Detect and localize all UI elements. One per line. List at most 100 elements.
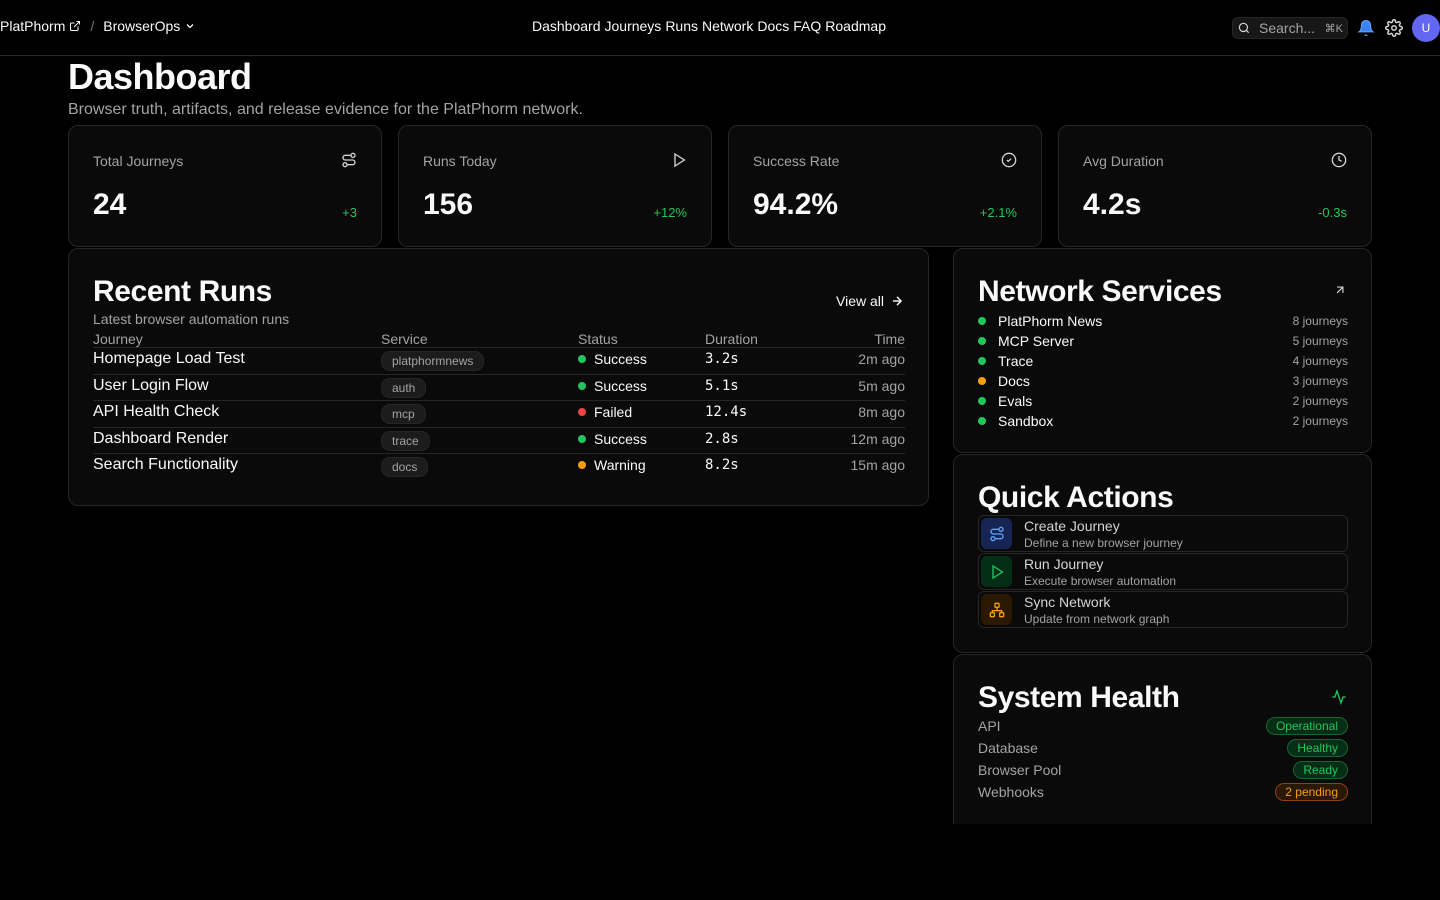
status-dot	[578, 381, 586, 390]
nav-dashboard[interactable]: Dashboard	[532, 18, 601, 34]
section-subtitle: Latest browser automation runs	[93, 311, 290, 327]
journey-name[interactable]: Dashboard Render	[93, 429, 229, 447]
status-dot	[978, 397, 986, 405]
create-journey-button[interactable]: Create Journey Define a new browser jour…	[978, 515, 1348, 552]
table-row[interactable]: User Login Flow auth Success 5.1s 5m ago	[93, 375, 905, 401]
run-journey-button[interactable]: Run Journey Execute browser automation	[978, 553, 1348, 590]
status-text: Warning	[594, 457, 646, 473]
stat-delta: +12%	[653, 205, 687, 220]
list-item[interactable]: Sandbox 2 journeys	[978, 411, 1348, 431]
duration-value: 2.8s	[705, 430, 739, 447]
search-placeholder: Search...	[1259, 20, 1316, 36]
settings-button[interactable]	[1384, 18, 1404, 38]
nav-docs[interactable]: Docs	[757, 18, 790, 34]
list-item[interactable]: Evals 2 journeys	[978, 391, 1348, 411]
nav-journeys[interactable]: Journeys	[604, 18, 662, 34]
notifications-button[interactable]	[1356, 18, 1376, 38]
header-tools: Search... ⌘K U	[1232, 14, 1440, 42]
duration-value: 3.2s	[705, 351, 739, 367]
service-name: MCP Server	[998, 333, 1074, 349]
service-name: Evals	[998, 393, 1033, 409]
service-name: Trace	[998, 353, 1034, 369]
time-value: 8m ago	[858, 404, 905, 420]
view-all-button[interactable]: View all	[836, 293, 904, 309]
table-row[interactable]: Dashboard Render trace Success 2.8s 12m …	[93, 428, 905, 454]
section-title: System Health	[978, 681, 1180, 714]
service-name: PlatPhorm News	[998, 313, 1103, 329]
column-header-journey[interactable]: Journey	[93, 331, 143, 347]
table-row[interactable]: Search Functionality docs Warning 8.2s 1…	[93, 454, 905, 481]
action-description: Update from network graph	[1024, 612, 1170, 626]
action-description: Execute browser automation	[1024, 574, 1177, 588]
status-text: Success	[594, 351, 647, 367]
service-name: Sandbox	[998, 413, 1054, 429]
page-subtitle: Browser truth, artifacts, and release ev…	[68, 101, 583, 118]
list-item[interactable]: Trace 4 journeys	[978, 351, 1348, 371]
top-bar: PlatPhorm / BrowserOps Dashboard Journey…	[0, 0, 1440, 56]
activity-icon	[1332, 689, 1346, 705]
bell-icon	[1357, 19, 1375, 37]
table-row[interactable]: Homepage Load Test platphormnews Success…	[93, 348, 905, 375]
health-name: Webhooks	[978, 784, 1044, 800]
nav-runs[interactable]: Runs	[665, 18, 698, 34]
list-item: Database Healthy	[978, 737, 1348, 759]
status-text: Failed	[594, 404, 633, 420]
status-badge: Operational	[1265, 717, 1348, 735]
status-dot	[978, 317, 986, 325]
workspace-switcher[interactable]: BrowserOps	[103, 18, 181, 34]
nav-network[interactable]: Network	[702, 18, 754, 34]
recent-runs-card: Recent Runs Latest browser automation ru…	[68, 248, 929, 506]
chevron-down-icon[interactable]	[184, 20, 196, 32]
journey-count: 4 journeys	[1292, 354, 1348, 368]
journey-count: 5 journeys	[1292, 334, 1348, 348]
duration-value: 8.2s	[705, 457, 739, 473]
service-tag: mcp	[381, 404, 426, 424]
journey-name[interactable]: User Login Flow	[93, 376, 209, 394]
arrow-up-right-icon[interactable]	[1333, 283, 1347, 297]
stat-card-runs-today: Runs Today 156 +12%	[398, 125, 712, 247]
action-description: Define a new browser journey	[1024, 536, 1183, 550]
health-name: Browser Pool	[978, 762, 1062, 778]
arrow-right-icon	[892, 296, 903, 306]
column-header-status[interactable]: Status	[578, 331, 618, 347]
section-title: Recent Runs	[93, 275, 272, 308]
time-value: 15m ago	[850, 457, 905, 473]
quick-actions-list: Create Journey Define a new browser jour…	[978, 515, 1348, 629]
status-dot	[578, 461, 586, 469]
time-value: 5m ago	[858, 377, 905, 394]
avatar[interactable]: U	[1412, 14, 1440, 42]
list-item[interactable]: MCP Server 5 journeys	[978, 331, 1348, 351]
play-icon	[981, 556, 1012, 587]
services-list: PlatPhorm News 8 journeys MCP Server 5 jou…	[978, 311, 1348, 431]
stat-label: Total Journeys	[93, 153, 184, 169]
column-header-service[interactable]: Service	[381, 331, 428, 347]
status-dot	[978, 357, 986, 365]
list-item: API Operational	[978, 715, 1348, 737]
status-text: Success	[594, 430, 647, 447]
runs-table: Journey Service Status Duration Time Hom…	[93, 329, 905, 481]
action-title: Create Journey	[1024, 518, 1120, 534]
status-badge: Healthy	[1287, 739, 1348, 757]
sync-network-button[interactable]: Sync Network Update from network graph	[978, 591, 1348, 628]
journey-name[interactable]: Search Functionality	[93, 456, 238, 473]
column-header-time[interactable]: Time	[874, 331, 905, 347]
journey-count: 8 journeys	[1292, 314, 1348, 328]
journey-name[interactable]: API Health Check	[93, 403, 220, 420]
search-input[interactable]: Search... ⌘K	[1232, 17, 1348, 39]
health-name: API	[978, 718, 1001, 734]
brand-link[interactable]: PlatPhorm	[0, 18, 66, 34]
list-item[interactable]: Docs 3 journeys	[978, 371, 1348, 391]
status-dot	[578, 434, 586, 443]
nav-faq[interactable]: FAQ	[793, 18, 822, 34]
route-icon	[342, 152, 356, 168]
journey-name[interactable]: Homepage Load Test	[93, 350, 245, 367]
nav-roadmap[interactable]: Roadmap	[825, 18, 886, 34]
column-header-duration[interactable]: Duration	[705, 331, 758, 347]
table-row[interactable]: API Health Check mcp Failed 12.4s 8m ago	[93, 401, 905, 428]
stat-value: 24	[93, 188, 127, 221]
time-value: 2m ago	[858, 351, 905, 367]
list-item[interactable]: PlatPhorm News 8 journeys	[978, 311, 1348, 331]
quick-actions-card: Quick Actions Create Journey Define a ne…	[953, 454, 1372, 653]
external-link-icon	[70, 21, 81, 31]
action-title: Sync Network	[1024, 594, 1111, 610]
